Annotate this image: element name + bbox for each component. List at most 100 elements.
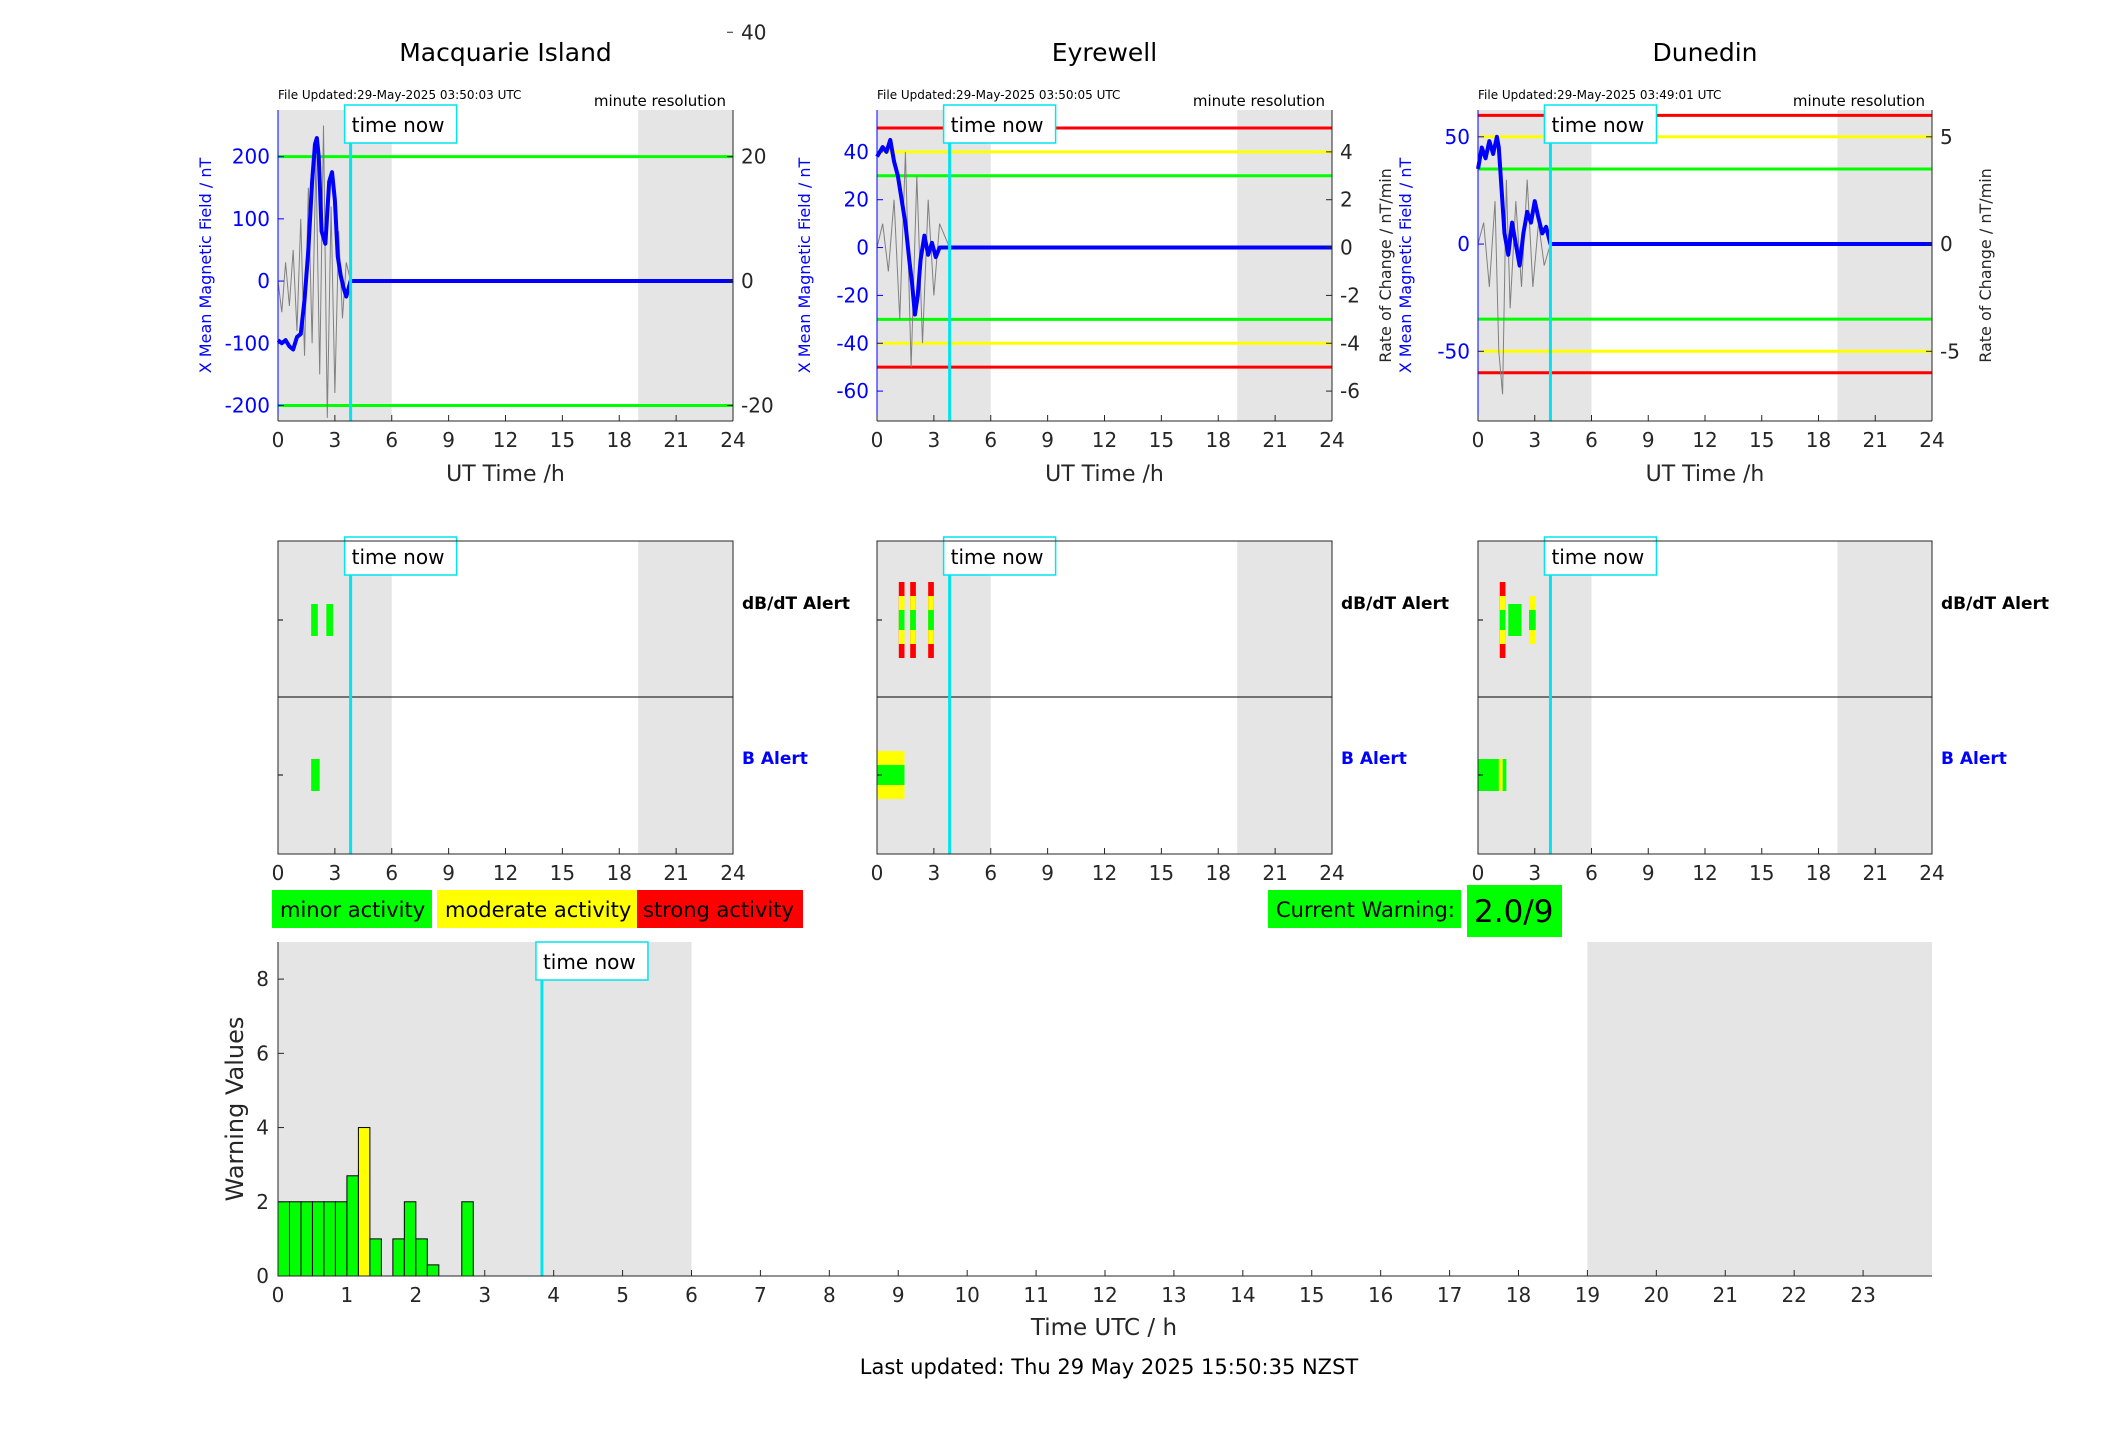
x-tick-label: 10 [954,1283,979,1307]
time-now-box [1543,104,1658,144]
x-tick-label: 24 [1319,428,1344,452]
x-label: UT Time /h [446,462,565,487]
x-tick-label: 6 [1585,428,1598,452]
y-tick-left-label: 40 [844,140,869,164]
dbdt-alert-bar-minor [1499,610,1506,630]
alert-panel-2: time now dB/dT Alert B Alert 0 3 6 9 12 15 18 21 24 [1472,536,2049,885]
time-now-label: time now [543,950,636,974]
x-tick-label: 9 [1642,428,1655,452]
x-tick-label: 3 [329,428,342,452]
station-title: Dunedin [1653,38,1758,67]
legend-bar: minor activity moderate activity strong … [272,890,803,928]
y-tick-left-label: -50 [1437,339,1470,363]
time-now-label: time now [951,545,1044,569]
x-tick-label: 6 [685,1283,698,1307]
x-tick-label: 15 [550,861,575,885]
alert-panel-1: time now dB/dT Alert B Alert 0 3 6 9 12 15 18 21 24 [871,536,1449,885]
x-tick-label: 21 [663,428,688,452]
x-tick-label: 9 [442,428,455,452]
current-warning-value: 2.0/9 [1474,894,1553,930]
x-tick-label: 4 [547,1283,560,1307]
dbdt-alert-label: dB/dT Alert [742,594,850,614]
x-tick-label: 21 [1713,1283,1738,1307]
current-warning-label-box [1268,890,1461,928]
y-tick-right-label: -2 [1340,283,1360,307]
y-tick-right-label: 40 [741,20,766,44]
night-shade [638,110,733,421]
legend-minor-swatch [272,890,432,928]
y-tick-left-label: -20 [836,283,869,307]
b-alert-label: B Alert [1341,749,1407,769]
x-tick-label: 19 [1575,1283,1600,1307]
x-tick-label: 8 [823,1283,836,1307]
y-tick-left-label: 50 [1445,125,1470,149]
x-tick-label: 0 [871,861,884,885]
warning-bar [403,1201,417,1277]
y-tick-left-label: -60 [836,379,869,403]
y-tick-right-label: 4 [1340,140,1353,164]
x-tick-label: 12 [1092,428,1117,452]
x-tick-label: 21 [1863,428,1888,452]
x-tick-label: 3 [1528,428,1541,452]
y-tick-left-label: 100 [232,207,270,231]
time-now-box [942,104,1057,144]
x-label: UT Time /h [1045,462,1164,487]
x-tick-label: 15 [1149,428,1174,452]
x-tick-label: 15 [1149,861,1174,885]
current-warning: Current Warning: 2.0/9 [1268,885,1562,937]
x-tick-label: 9 [442,861,455,885]
legend-moderate-swatch [437,890,637,928]
dbdt-alert-bar-minor [311,604,318,636]
x-tick-label: 3 [928,428,941,452]
x-tick-label: 0 [272,1283,285,1307]
b-field-series [875,137,1332,317]
x-tick-label: 18 [607,861,632,885]
x-tick-label: 12 [493,428,518,452]
y-tick-label: 8 [256,967,269,991]
x-tick-label: 9 [1041,428,1054,452]
dbdt-alert-bar-minor [1508,604,1522,636]
dbdt-alert-bar-minor [910,610,916,630]
x-tick-label: 12 [1692,428,1717,452]
station-panel-0: Macquarie Island File Updated:29-May-2025… [196,20,850,885]
y-label: Warning Values [221,1017,249,1202]
y-label-left: X Mean Magnetic Field / nT [795,158,814,374]
legend-strong-label: strong activity [643,898,794,922]
legend-minor-label: minor activity [280,898,425,922]
current-warning-value-box [1467,885,1562,937]
time-now-label: time now [1551,545,1644,569]
x-tick-label: 22 [1781,1283,1806,1307]
x-tick-label: 7 [754,1283,767,1307]
x-label: Time UTC / h [1030,1315,1177,1341]
x-tick-label: 13 [1161,1283,1186,1307]
x-tick-label: 18 [1206,428,1231,452]
y-tick-left-label: 200 [232,145,270,169]
night-shade [1237,110,1332,421]
resolution-label: minute resolution [1193,92,1325,110]
time-now-label: time now [1551,113,1644,137]
station-panel-2: Dunedin File Updated:29-May-2025 03:49:01… [1396,38,2049,885]
x-tick-label: 18 [1506,1283,1531,1307]
warning-bar [392,1238,405,1277]
footer-last-updated: Last updated: Thu 29 May 2025 15:50:35 N… [860,1355,1359,1379]
warning-bar [415,1238,428,1277]
y-tick-left-label: 0 [257,269,270,293]
b-alert-bar-minor [311,759,320,791]
dbdt-alert-label: dB/dT Alert [1341,594,1449,614]
warning-bar [311,1201,325,1277]
y-tick-label: 4 [256,1116,269,1140]
x-tick-label: 2 [409,1283,422,1307]
y-tick-right-label: 0 [1340,236,1353,260]
resolution-label: minute resolution [594,92,726,110]
y-label-right: Rate of Change / nT/min [1376,168,1395,363]
current-warning-label: Current Warning: [1276,898,1455,922]
x-tick-label: 21 [1863,861,1888,885]
warning-bar [369,1238,382,1277]
rate-series [1477,179,1551,395]
x-tick-label: 12 [493,861,518,885]
file-updated: File Updated:29-May-2025 03:49:01 UTC [1478,88,1721,102]
y-tick-label: 2 [256,1190,269,1214]
y-tick-label: 6 [256,1041,269,1065]
warning-bar [300,1201,313,1277]
